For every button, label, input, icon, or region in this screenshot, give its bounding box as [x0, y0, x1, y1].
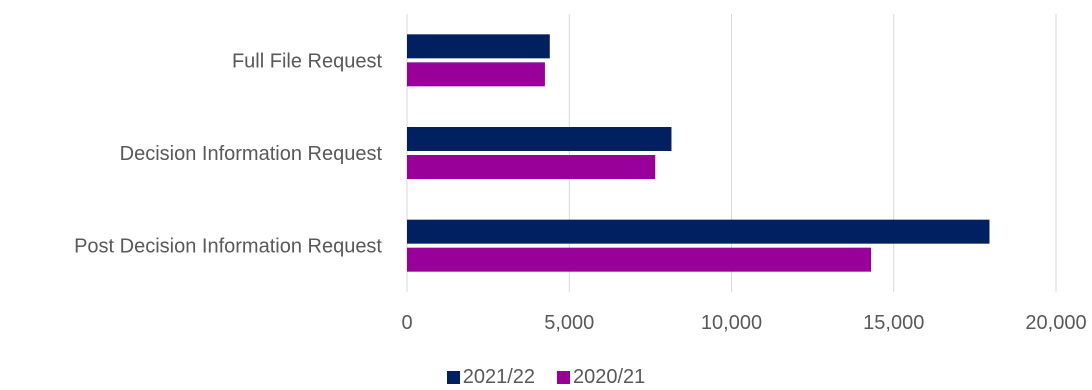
x-tick-label: 0 [401, 312, 412, 334]
category-label: Decision Information Request [120, 143, 383, 165]
bar [407, 62, 545, 87]
x-tick-label: 15,000 [863, 312, 924, 334]
legend-item-2021-22: 2021/22 [446, 366, 535, 389]
legend-label-2020-21: 2020/21 [573, 366, 646, 388]
legend-label-2021-22: 2021/22 [462, 366, 535, 388]
x-tick-label: 5,000 [544, 312, 594, 334]
category-label: Post Decision Information Request [74, 236, 382, 258]
bar [407, 219, 990, 244]
bar [407, 155, 656, 179]
x-tick-label: 10,000 [701, 312, 762, 334]
bar [407, 247, 872, 272]
legend: 2021/22 2020/21 [0, 366, 1092, 389]
legend-swatch-2020-21 [557, 371, 570, 384]
legend-item-2020-21: 2020/21 [557, 366, 645, 389]
bar [407, 127, 672, 151]
legend-swatch-2021-22 [446, 371, 460, 384]
category-label: Full File Request [232, 50, 383, 72]
x-tick-label: 20,000 [1025, 312, 1086, 334]
bar [407, 34, 550, 59]
bar-chart: 0 5,000 10,000 15,000 20,000 Full File Reques… [74, 14, 1087, 334]
